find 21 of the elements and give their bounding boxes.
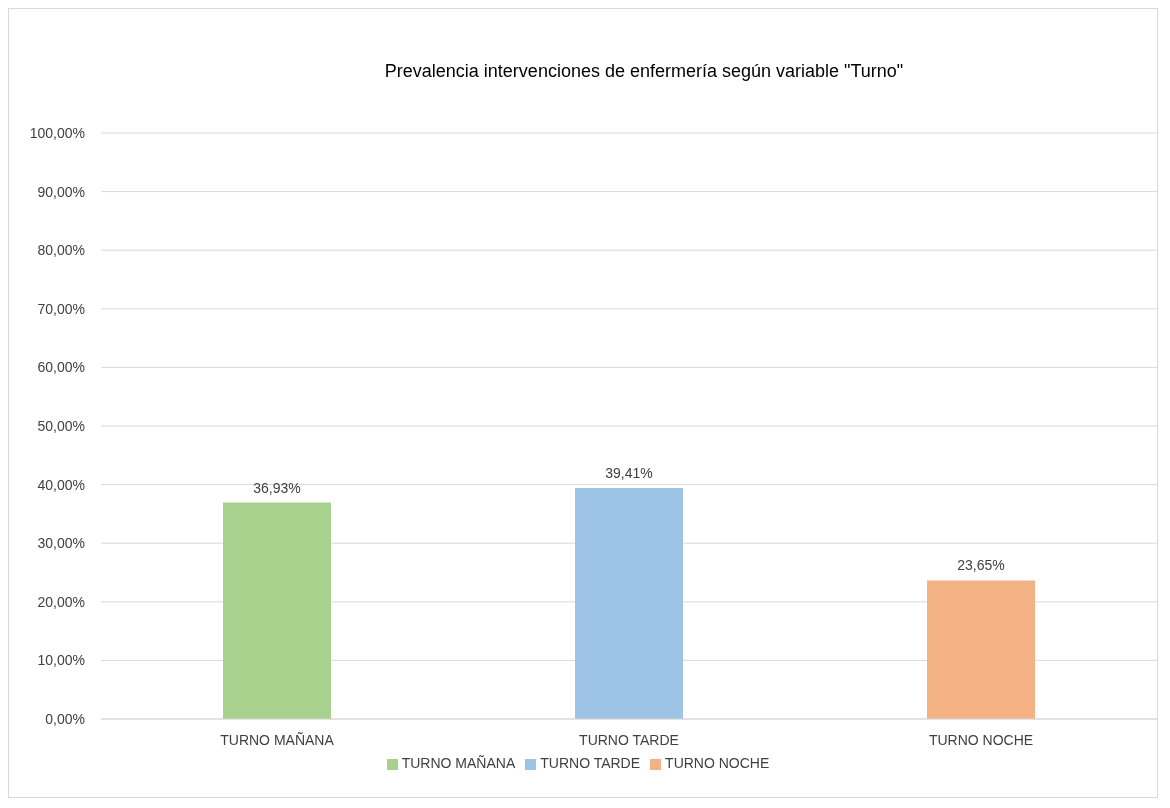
y-tick-label: 10,00% <box>37 652 85 669</box>
legend-label: TURNO TARDE <box>540 755 641 771</box>
legend-label: TURNO NOCHE <box>665 755 770 771</box>
x-tick-label: TURNO TARDE <box>579 731 679 748</box>
chart-title: Prevalencia intervenciones de enfermería según variable "Turno" <box>383 61 905 82</box>
y-tick-label: 60,00% <box>37 359 85 376</box>
data-label: 36,93% <box>253 479 301 496</box>
y-tick-label: 40,00% <box>37 476 85 493</box>
y-tick-label: 80,00% <box>37 242 85 259</box>
y-tick-label: 70,00% <box>37 300 85 317</box>
x-tick-label: TURNO NOCHE <box>928 731 1034 748</box>
y-tick-label: 90,00% <box>37 183 85 200</box>
data-label: 23,65% <box>957 557 1005 574</box>
y-tick-label: 0,00% <box>45 710 85 727</box>
y-tick-label: 50,00% <box>37 417 85 434</box>
x-tick-label: TURNO MAÑANA <box>220 731 335 748</box>
data-label: 39,41% <box>605 465 653 482</box>
y-tick-label: 30,00% <box>37 535 85 552</box>
legend-label: TURNO MAÑANA <box>401 755 516 771</box>
y-tick-label: 100,00% <box>29 124 85 141</box>
y-tick-label: 20,00% <box>37 593 85 610</box>
